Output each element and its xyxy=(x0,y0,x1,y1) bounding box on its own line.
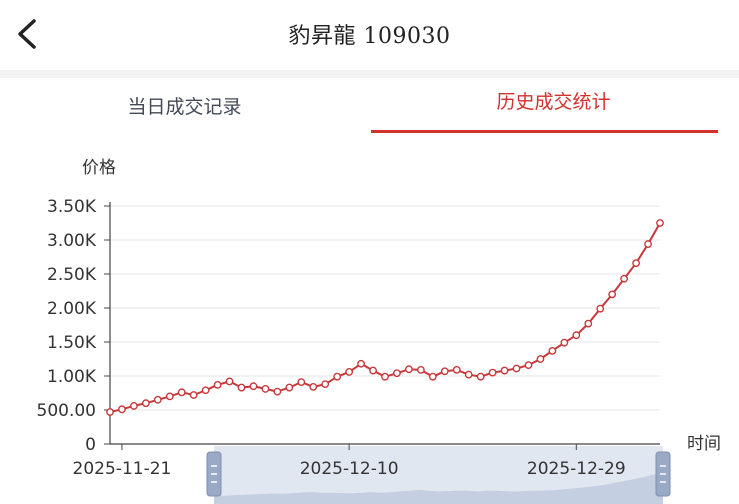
active-tab-indicator xyxy=(371,130,718,133)
data-point[interactable] xyxy=(428,372,437,381)
data-point[interactable] xyxy=(177,388,186,397)
chevron-left-icon xyxy=(18,19,36,49)
data-point[interactable] xyxy=(596,304,605,313)
data-point[interactable] xyxy=(452,365,461,374)
y-tick-label: 3.50K xyxy=(47,197,97,217)
y-tick-label: 2.50K xyxy=(47,265,97,285)
data-point[interactable] xyxy=(333,372,342,381)
data-point[interactable] xyxy=(644,240,652,248)
data-point[interactable] xyxy=(130,402,138,410)
back-button[interactable] xyxy=(8,14,44,54)
data-point[interactable] xyxy=(440,367,449,376)
data-point[interactable] xyxy=(106,408,114,416)
data-point[interactable] xyxy=(141,399,150,408)
data-point[interactable] xyxy=(476,372,485,381)
y-tick-label: 500.00 xyxy=(37,401,96,421)
y-axis-label: 价格 xyxy=(82,158,116,178)
data-point[interactable] xyxy=(321,380,330,389)
data-point[interactable] xyxy=(297,378,306,387)
zoom-preview-area xyxy=(214,472,663,504)
y-tick-label: 3.00K xyxy=(47,231,97,251)
x-tick-label: 2025-12-29 xyxy=(527,459,626,479)
data-point[interactable] xyxy=(369,366,377,375)
data-point[interactable] xyxy=(393,369,401,378)
data-point[interactable] xyxy=(632,259,640,268)
data-point[interactable] xyxy=(524,361,533,370)
data-point[interactable] xyxy=(309,382,318,391)
y-tick-label: 2.00K xyxy=(47,299,97,319)
data-point[interactable] xyxy=(608,290,617,299)
data-point[interactable] xyxy=(405,365,413,374)
data-point[interactable] xyxy=(381,372,389,381)
data-point[interactable] xyxy=(548,346,557,355)
header-divider xyxy=(0,70,739,78)
y-tick-label: 0 xyxy=(85,435,96,455)
data-point[interactable] xyxy=(560,338,569,347)
data-point[interactable] xyxy=(249,382,258,391)
data-point[interactable] xyxy=(201,386,210,395)
data-point[interactable] xyxy=(572,331,581,340)
data-point[interactable] xyxy=(237,383,246,392)
data-point[interactable] xyxy=(464,370,473,379)
series-line xyxy=(109,222,661,413)
data-point[interactable] xyxy=(416,365,425,374)
data-point[interactable] xyxy=(656,219,664,227)
price-series xyxy=(106,219,664,416)
data-point[interactable] xyxy=(225,377,234,386)
x-tick-label: 2025-11-21 xyxy=(73,459,172,479)
data-point[interactable] xyxy=(357,359,365,368)
data-point[interactable] xyxy=(345,368,354,376)
data-point[interactable] xyxy=(118,405,126,414)
x-tick-label: 2025-12-10 xyxy=(300,459,399,479)
data-point[interactable] xyxy=(536,355,545,363)
data-point[interactable] xyxy=(153,395,162,404)
data-point[interactable] xyxy=(500,366,509,375)
data-point[interactable] xyxy=(584,319,593,328)
data-point[interactable] xyxy=(213,380,222,389)
data-point[interactable] xyxy=(488,368,497,377)
page-title: 豹昇龍 109030 xyxy=(288,24,451,49)
data-point[interactable] xyxy=(620,274,629,283)
data-point[interactable] xyxy=(261,385,270,393)
y-tick-label: 1.00K xyxy=(47,367,97,387)
app-header: 豹昇龍 109030 xyxy=(0,0,739,70)
data-point[interactable] xyxy=(285,383,294,392)
y-tick-label: 1.50K xyxy=(47,333,97,353)
y-axis: 0 500.00 1.00K 1.50K 2.00K 2.50K 3.00K 3.50K xyxy=(37,197,111,455)
zoom-handle-left[interactable] xyxy=(206,451,222,497)
x-axis-label: 时间 xyxy=(687,434,721,454)
data-point[interactable] xyxy=(273,387,282,396)
data-point[interactable] xyxy=(189,391,198,399)
tab-history-stats[interactable]: 历史成交统计 xyxy=(496,91,611,113)
tab-daily-trades[interactable]: 当日成交记录 xyxy=(127,96,242,118)
zoom-handle-right[interactable] xyxy=(655,451,671,497)
data-zoom-slider[interactable] xyxy=(206,446,671,504)
price-history-chart: 0 500.00 1.00K 1.50K 2.00K 2.50K 3.00K 3.50K 价格… xyxy=(37,158,721,504)
data-point[interactable] xyxy=(165,392,174,401)
data-point[interactable] xyxy=(512,364,521,373)
